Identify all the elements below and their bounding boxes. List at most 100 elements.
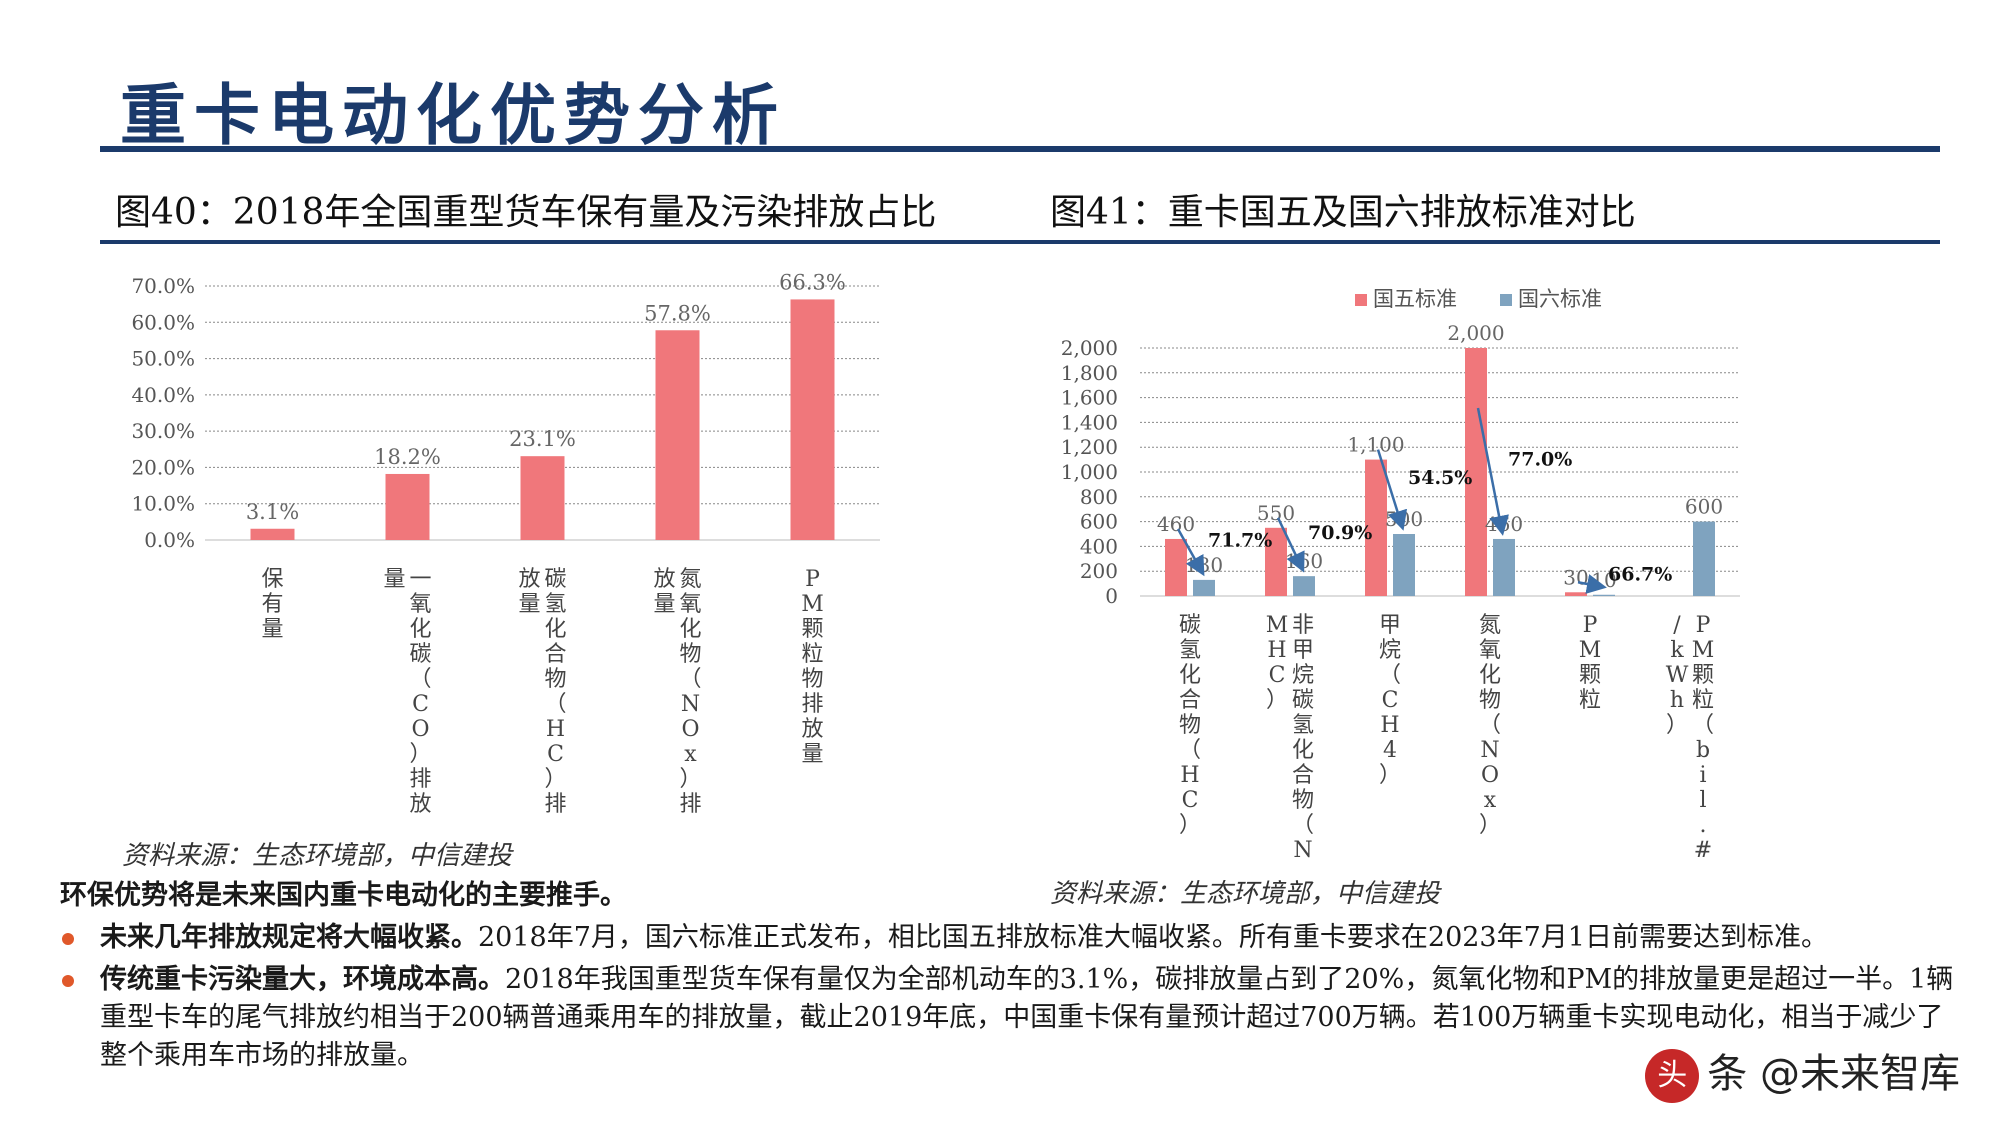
reduction-arrow — [1476, 407, 1509, 536]
bullet-item: 未来几年排放规定将大幅收紧。2018年7月，国六标准正式发布，相比国五排放标准大… — [60, 919, 1960, 957]
bar — [1193, 579, 1215, 596]
data-label: 460 — [1157, 512, 1195, 536]
data-label: 18.2% — [374, 445, 441, 469]
watermark: 头条 @未来智库 — [1645, 1041, 1960, 1103]
y-tick-label: 20.0% — [131, 455, 195, 479]
reduction-label: 54.5% — [1408, 467, 1472, 489]
y-tick-label: 0 — [1105, 584, 1118, 608]
bar — [1265, 527, 1287, 596]
lead-sentence: 环保优势将是未来国内重卡电动化的主要推手。 — [60, 880, 627, 911]
y-tick-label: 10.0% — [131, 492, 195, 516]
x-tick-label: 甲烷（ C H 4） — [1379, 613, 1401, 788]
figure40-caption: 图40：2018年全国重型货车保有量及污染排放占比 — [115, 192, 937, 233]
figure40-source: 资料来源：生态环境部，中信建投 — [122, 841, 513, 871]
bullet-heading: 传统重卡污染量大，环境成本高。 — [100, 964, 505, 995]
y-tick-label: 600 — [1080, 510, 1118, 534]
analysis-text: 环保优势将是未来国内重卡电动化的主要推手。 未来几年排放规定将大幅收紧。2018… — [60, 877, 1960, 1075]
bar — [1365, 459, 1387, 596]
x-tick-label: P M 颗粒（ b i l. # — [1692, 613, 1715, 863]
y-tick-label: 400 — [1080, 534, 1118, 558]
y-tick-label: 1,000 — [1061, 460, 1118, 484]
x-tick-label: 非甲烷碳氢化合物（ N — [1292, 613, 1314, 863]
bullet-item: 传统重卡污染量大，环境成本高。2018年我国重型货车保有量仅为全部机动车的3.1… — [60, 961, 1960, 1075]
data-label: 66.3% — [779, 270, 846, 294]
bar — [1465, 348, 1487, 596]
x-tick-label: 碳氢化合物（ H C ）排 — [544, 567, 566, 817]
reduction-arrow — [1577, 574, 1607, 594]
y-tick-label: 60.0% — [131, 310, 195, 334]
y-tick-label: 800 — [1080, 485, 1118, 509]
data-label: 23.1% — [509, 427, 576, 451]
bar — [385, 473, 430, 540]
bar — [520, 456, 565, 540]
legend-label: 国六标准 — [1518, 287, 1602, 311]
bar — [1565, 592, 1587, 596]
x-tick-label: P M 颗粒 — [1579, 613, 1602, 713]
data-label: 160 — [1285, 549, 1323, 573]
bar — [1693, 521, 1715, 596]
reduction-arrow — [1276, 517, 1305, 573]
data-label: 1,100 — [1347, 433, 1404, 457]
x-tick-label: 放量 — [518, 567, 540, 617]
caption-underline — [100, 240, 1940, 244]
bar — [655, 330, 700, 540]
bar — [790, 299, 835, 540]
legend-label: 国五标准 — [1373, 287, 1457, 311]
reduction-arrow — [1376, 449, 1408, 531]
bullet-dot — [62, 933, 74, 945]
title-underline — [100, 146, 1940, 152]
y-tick-label: 200 — [1080, 559, 1118, 583]
reduction-label: 77.0% — [1508, 448, 1572, 470]
figure41-source: 资料来源：生态环境部，中信建投 — [1050, 879, 1441, 909]
x-tick-label: 量 — [383, 567, 405, 592]
y-tick-label: 1,200 — [1061, 435, 1118, 459]
legend-swatch — [1355, 294, 1367, 306]
x-tick-label: 保有量 — [261, 567, 283, 642]
reduction-label: 71.7% — [1208, 529, 1272, 551]
data-label: 130 — [1185, 553, 1223, 577]
y-tick-label: 50.0% — [131, 347, 195, 371]
data-label: 57.8% — [644, 301, 711, 325]
bar — [1493, 538, 1515, 596]
y-tick-label: 1,800 — [1061, 361, 1118, 385]
bullet-body: 2018年7月，国六标准正式发布，相比国五排放标准大幅收紧。所有重卡要求在202… — [478, 922, 1828, 953]
bullet-body: 2018年我国重型货车保有量仅为全部机动车的3.1%，碳排放量占到了20%，氮氧… — [100, 964, 1954, 1071]
bar — [1165, 538, 1187, 596]
bar — [1593, 594, 1615, 596]
chart-fig41: 02004006008001,0001,2001,4001,6001,8002,… — [1061, 287, 1740, 863]
page-title: 重卡电动化优势分析 — [120, 77, 786, 154]
data-label: 30 — [1563, 565, 1588, 589]
x-tick-label: M H C） — [1266, 613, 1289, 713]
x-tick-label: 碳氢化合物（ H C） — [1179, 613, 1201, 838]
bar — [1293, 576, 1315, 596]
reduction-arrow — [1176, 528, 1205, 577]
bullet-dot — [62, 975, 74, 987]
reduction-label: 66.7% — [1608, 564, 1672, 586]
x-tick-label: 一氧化碳（ C O ）排放 — [409, 567, 431, 817]
y-tick-label: 40.0% — [131, 383, 195, 407]
data-label: 600 — [1685, 495, 1723, 519]
data-label: 500 — [1385, 507, 1423, 531]
bar — [250, 528, 295, 540]
x-tick-label: 放量 — [653, 567, 675, 617]
y-tick-label: 70.0% — [131, 274, 195, 298]
data-label: 2,000 — [1447, 321, 1504, 345]
bullet-heading: 未来几年排放规定将大幅收紧。 — [100, 922, 478, 953]
y-tick-label: 1,400 — [1061, 410, 1118, 434]
reduction-label: 70.9% — [1308, 522, 1372, 544]
y-tick-label: 0.0% — [144, 528, 195, 552]
data-label: 3.1% — [246, 500, 299, 524]
figure41-caption: 图41：重卡国五及国六排放标准对比 — [1050, 192, 1636, 233]
chart-fig40: 0.0% 10.0% 20.0% 30.0% 40.0% 50.0% 60.0% 70.0% 3… — [131, 270, 880, 817]
watermark-text: 条 @未来智库 — [1707, 1051, 1960, 1097]
y-tick-label: 1,600 — [1061, 386, 1118, 410]
y-tick-label: 2,000 — [1061, 336, 1118, 360]
bar — [1393, 534, 1415, 596]
watermark-logo: 头 — [1645, 1049, 1700, 1103]
data-label: 460 — [1485, 512, 1523, 536]
y-tick-label: 30.0% — [131, 419, 195, 443]
data-label: 550 — [1257, 501, 1295, 525]
